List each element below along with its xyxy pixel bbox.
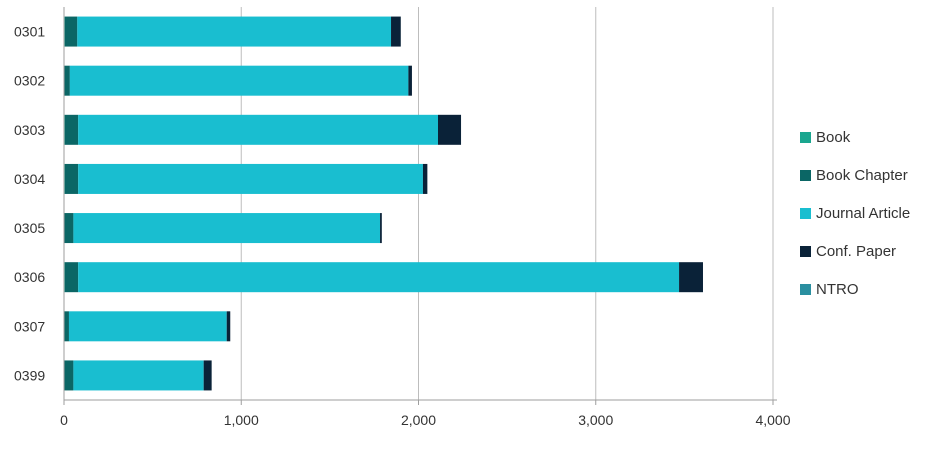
legend-label: NTRO	[816, 280, 859, 298]
bar-segment	[64, 114, 79, 145]
bar-segment	[226, 311, 231, 342]
bar-segment	[408, 65, 412, 96]
legend: Book Book Chapter Journal Article Conf. Pap…	[800, 118, 910, 308]
bar-segment	[64, 360, 74, 391]
legend-item: NTRO	[800, 270, 910, 308]
category-label: 0399	[14, 367, 45, 383]
legend-swatch	[800, 245, 811, 257]
bar-segment	[64, 262, 79, 293]
legend-label: Journal Article	[816, 204, 911, 222]
category-label: 0303	[14, 122, 45, 138]
legend-label: Book	[816, 128, 851, 146]
bar-segment	[64, 311, 69, 342]
bar-segment	[679, 262, 703, 293]
bar-segment	[73, 360, 204, 391]
legend-swatch	[800, 131, 811, 143]
bar-segment	[77, 16, 392, 47]
bar-segment	[78, 262, 680, 293]
bar-segment	[203, 360, 212, 391]
bar-segment	[73, 213, 381, 244]
legend-item: Book Chapter	[800, 156, 910, 194]
bar-segment	[64, 16, 78, 47]
x-tick-label: 0	[60, 412, 68, 428]
bar-segment	[380, 213, 382, 244]
category-label: 0305	[14, 220, 45, 236]
x-tick-label: 4,000	[755, 412, 790, 428]
bar-segment	[422, 163, 428, 194]
bar-segment	[78, 114, 438, 145]
bar-segment	[69, 65, 409, 96]
x-tick-label: 3,000	[578, 412, 613, 428]
bar-segment	[64, 213, 74, 244]
bar-segment	[391, 16, 401, 47]
category-label: 0307	[14, 318, 45, 334]
x-tick-label: 2,000	[401, 412, 436, 428]
bar-segment	[64, 65, 70, 96]
legend-item: Journal Article	[800, 194, 910, 232]
bar-segment	[68, 311, 227, 342]
legend-swatch	[800, 169, 811, 181]
legend-label: Book Chapter	[816, 166, 908, 184]
x-tick-label: 1,000	[224, 412, 259, 428]
bar-segment	[64, 163, 79, 194]
bar-segment	[78, 163, 423, 194]
bar-segment	[437, 114, 462, 145]
legend-item: Book	[800, 118, 910, 156]
legend-label: Conf. Paper	[816, 242, 897, 260]
legend-swatch	[800, 283, 811, 295]
category-label: 0306	[14, 269, 45, 285]
category-label: 0302	[14, 73, 45, 89]
category-label: 0304	[14, 171, 45, 187]
legend-item: Conf. Paper	[800, 232, 910, 270]
legend-swatch	[800, 207, 811, 219]
category-label: 0301	[14, 24, 45, 40]
